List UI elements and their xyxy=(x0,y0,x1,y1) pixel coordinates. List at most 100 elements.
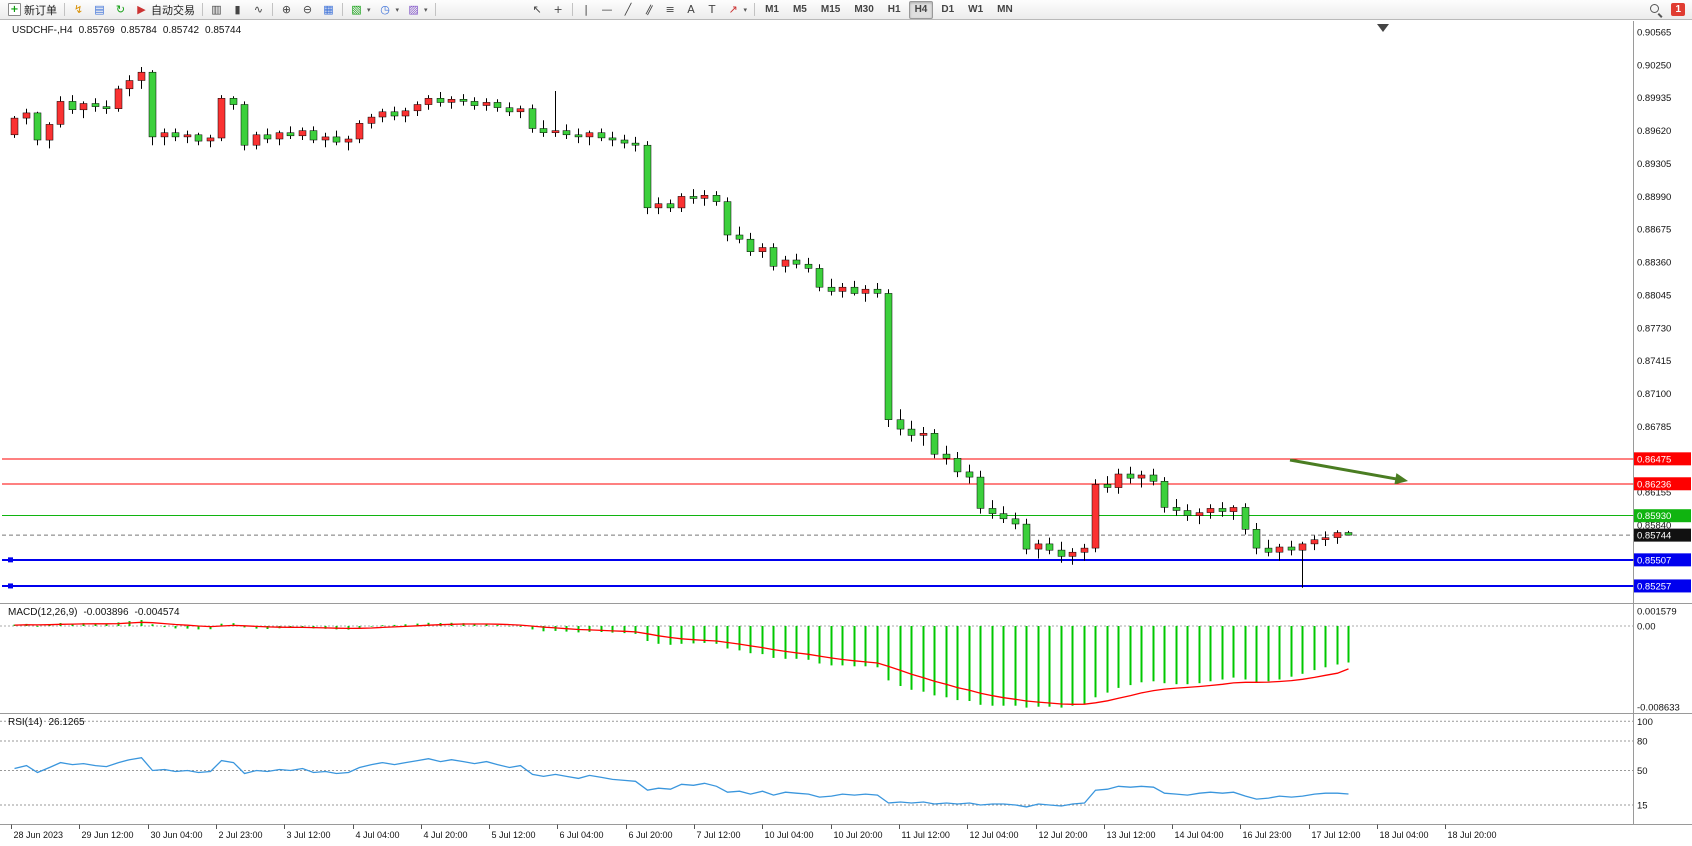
candle-body xyxy=(528,108,537,129)
candle-body xyxy=(1287,546,1296,551)
candle-body xyxy=(769,247,778,267)
candle-body xyxy=(850,286,859,294)
candle-body xyxy=(321,136,330,141)
candle-body xyxy=(792,259,801,265)
time-axis-label: 29 Jun 12:00 xyxy=(82,830,134,840)
horizontal-line-icon: — xyxy=(601,3,613,16)
candle-body xyxy=(424,98,433,105)
candle-body xyxy=(125,80,134,90)
text-label-button[interactable]: T xyxy=(702,1,723,19)
candle-body xyxy=(1045,543,1054,551)
timeframe-d1-button[interactable]: D1 xyxy=(941,4,955,15)
vertical-line-button[interactable]: | xyxy=(576,1,597,19)
line-handle[interactable] xyxy=(8,583,13,589)
candle-body xyxy=(206,137,215,142)
zoom-in-button[interactable]: ⊕ xyxy=(276,1,297,19)
fibonacci-button[interactable]: ≡ xyxy=(660,1,681,19)
timeframe-m15-button[interactable]: M15 xyxy=(820,4,841,15)
candle-body xyxy=(585,132,594,138)
new-chart-dropdown[interactable]: ▧ ▾ xyxy=(346,1,375,19)
time-axis-label: 18 Jul 20:00 xyxy=(1448,830,1497,840)
auto-trading-button[interactable]: ▶ 自动交易 xyxy=(131,1,199,19)
line-chart-button[interactable]: ∿ xyxy=(248,1,269,19)
new-order-button-label: 新订单 xyxy=(24,4,57,17)
periods-dropdown[interactable]: ◷ ▾ xyxy=(375,1,404,19)
timeframe-mn-button[interactable]: MN xyxy=(997,4,1013,15)
candle-body xyxy=(102,106,111,109)
candle-body xyxy=(1172,507,1181,511)
time-axis-label: 4 Jul 04:00 xyxy=(356,830,400,840)
candle-body xyxy=(332,136,341,143)
refresh-icon: ↻ xyxy=(115,3,126,16)
candle-body xyxy=(252,134,261,146)
timeframe-m1-button[interactable]: M1 xyxy=(765,4,779,15)
candle-body xyxy=(1126,473,1135,479)
new-order-button[interactable]: + 新订单 xyxy=(4,1,61,19)
candle-body xyxy=(56,101,65,125)
price-axis-label: 0.88360 xyxy=(1637,258,1671,269)
trend-arrow[interactable] xyxy=(1289,458,1401,482)
rsi-axis-label: 80 xyxy=(1637,737,1648,748)
bar-chart-button[interactable]: ▥ xyxy=(206,1,227,19)
timeframe-h1-button[interactable]: H1 xyxy=(887,4,901,15)
dropdown-arrow-icon: ▾ xyxy=(424,6,428,14)
arrows-dropdown[interactable]: ↗ ▾ xyxy=(723,1,752,19)
tile-windows-button[interactable]: ▦ xyxy=(318,1,339,19)
macd-signal-line xyxy=(14,621,1349,705)
candle-body xyxy=(631,142,640,146)
candle-body xyxy=(447,99,456,103)
candle-body xyxy=(286,132,295,137)
candle-body xyxy=(562,130,571,136)
refresh-button[interactable]: ↻ xyxy=(110,1,131,19)
candle-body xyxy=(988,508,997,514)
timeframe-w1-button[interactable]: W1 xyxy=(968,4,984,15)
time-axis-label: 18 Jul 04:00 xyxy=(1380,830,1429,840)
search-icon[interactable] xyxy=(1649,3,1662,16)
candle-body xyxy=(712,195,721,202)
timeframe-h4-button[interactable]: H4 xyxy=(908,0,934,19)
cursor-button[interactable]: ↖ xyxy=(527,1,548,19)
candle-body xyxy=(919,433,928,436)
timeframe-m5-button[interactable]: M5 xyxy=(792,4,807,15)
arrow-icon: ↗ xyxy=(728,3,738,16)
candle-body xyxy=(1275,546,1284,553)
notifications-badge[interactable]: 1 xyxy=(1671,3,1685,16)
candle-body xyxy=(735,234,744,240)
candle-body xyxy=(1241,507,1250,530)
candle-body xyxy=(1206,508,1215,513)
horizontal-line-button[interactable]: — xyxy=(597,1,618,19)
profiles-button[interactable]: ▤ xyxy=(89,1,110,19)
crosshair-button[interactable]: + xyxy=(548,1,569,19)
timeframe-m30-button[interactable]: M30 xyxy=(854,4,874,15)
candle-body xyxy=(758,247,767,252)
candle-body xyxy=(367,116,376,124)
time-axis-label: 5 Jul 12:00 xyxy=(492,830,536,840)
candle-body xyxy=(1310,539,1319,545)
candle-body xyxy=(574,134,583,138)
candle-body xyxy=(91,103,100,107)
candle-body xyxy=(1160,481,1169,508)
line-handle[interactable] xyxy=(8,557,13,563)
new-chart-button[interactable]: ↯ xyxy=(68,1,89,19)
candle-body xyxy=(33,112,42,141)
candle-body xyxy=(976,476,985,509)
trendline-button[interactable]: ╱ xyxy=(618,1,639,19)
candle-body xyxy=(700,195,709,199)
text-button[interactable]: A xyxy=(681,1,702,19)
templates-dropdown[interactable]: ▨ ▾ xyxy=(403,1,432,19)
toolbar-separator xyxy=(434,3,436,16)
price-axis-label: 0.87100 xyxy=(1637,389,1671,400)
zoom-out-button[interactable]: ⊖ xyxy=(297,1,318,19)
candle-body xyxy=(643,144,652,209)
candle-body xyxy=(493,102,502,108)
price-axis-label: 0.89620 xyxy=(1637,126,1671,137)
price-axis-label: 0.88990 xyxy=(1637,192,1671,203)
trend-arrow-head[interactable] xyxy=(1394,473,1408,485)
price-axis-label: 0.86155 xyxy=(1637,488,1671,499)
price-tag xyxy=(1634,452,1691,466)
chart-shift-marker[interactable] xyxy=(1377,24,1389,32)
candle-body xyxy=(861,288,870,294)
candlestick-button[interactable]: ▮ xyxy=(227,1,248,19)
channel-button[interactable]: ∥ xyxy=(639,1,660,19)
